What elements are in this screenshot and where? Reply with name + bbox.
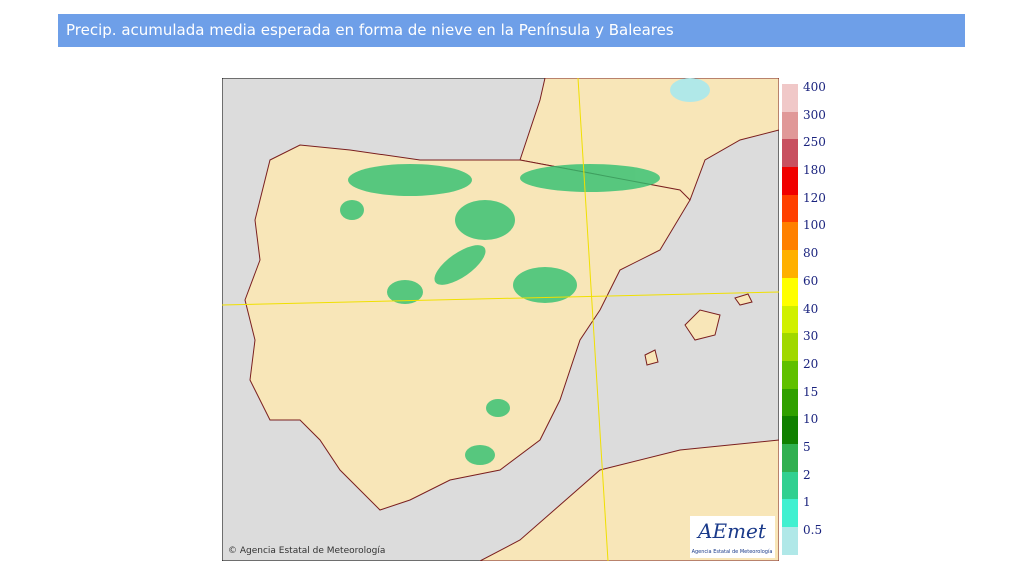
snow-area	[520, 164, 660, 192]
mallorca	[684, 309, 721, 341]
legend-swatch	[782, 139, 798, 168]
legend-swatch	[782, 527, 798, 555]
snow-area	[513, 267, 577, 303]
snow-area	[348, 164, 472, 196]
legend-label: 80	[803, 246, 819, 261]
snow-areas	[340, 164, 660, 465]
legend-label: 15	[803, 384, 819, 399]
legend-swatch	[782, 471, 798, 500]
graticule	[577, 78, 609, 561]
legend-label: 40	[803, 301, 819, 316]
legend-label: 300	[803, 107, 826, 122]
menorca	[734, 293, 753, 306]
legend-swatch	[782, 443, 798, 472]
legend-label: 30	[803, 329, 819, 344]
legend-label: 60	[803, 273, 819, 288]
title-bar: Precip. acumulada media esperada en form…	[58, 14, 965, 47]
logo-subtitle: Agencia Estatal de Meteorología	[692, 548, 773, 555]
snow-area	[670, 78, 710, 102]
ibiza	[644, 349, 659, 366]
logo: AEmet	[696, 519, 767, 543]
logo-box	[690, 516, 775, 558]
legend-label: 20	[803, 356, 819, 371]
legend-swatch	[782, 84, 798, 112]
legend-swatch	[782, 499, 798, 527]
legend-label: 120	[803, 190, 826, 205]
snow-area	[465, 445, 495, 465]
map: © Agencia Estatal de Meteorología AEmet …	[222, 78, 779, 561]
snow-area	[387, 280, 423, 304]
legend-label: 2	[803, 467, 811, 482]
legend-swatch	[782, 360, 798, 389]
legend-label: 100	[803, 218, 826, 233]
legend-label: 5	[803, 439, 811, 454]
legend-swatch	[782, 416, 798, 444]
legend-label: 180	[803, 163, 826, 178]
legend-swatch	[782, 305, 798, 334]
snow-area	[434, 245, 486, 285]
snow-area	[486, 399, 510, 417]
legend-swatch	[782, 111, 798, 140]
legend-swatch	[782, 277, 798, 306]
snow-area	[340, 200, 364, 220]
snow-area	[455, 200, 515, 240]
legend-swatch	[782, 194, 798, 223]
legend-swatch	[782, 388, 798, 417]
legend-label: 250	[803, 135, 826, 150]
legend-label: 1	[803, 495, 811, 510]
legend-label: 10	[803, 412, 819, 427]
legend-swatch	[782, 167, 798, 195]
legend-label: 400	[803, 80, 826, 94]
credit: © Agencia Estatal de Meteorología	[228, 546, 385, 556]
legend-label: 0.5	[803, 523, 823, 537]
graticule	[222, 291, 779, 306]
legend-swatch	[782, 250, 798, 278]
legend-swatch	[782, 333, 798, 361]
legend-swatch	[782, 222, 798, 251]
